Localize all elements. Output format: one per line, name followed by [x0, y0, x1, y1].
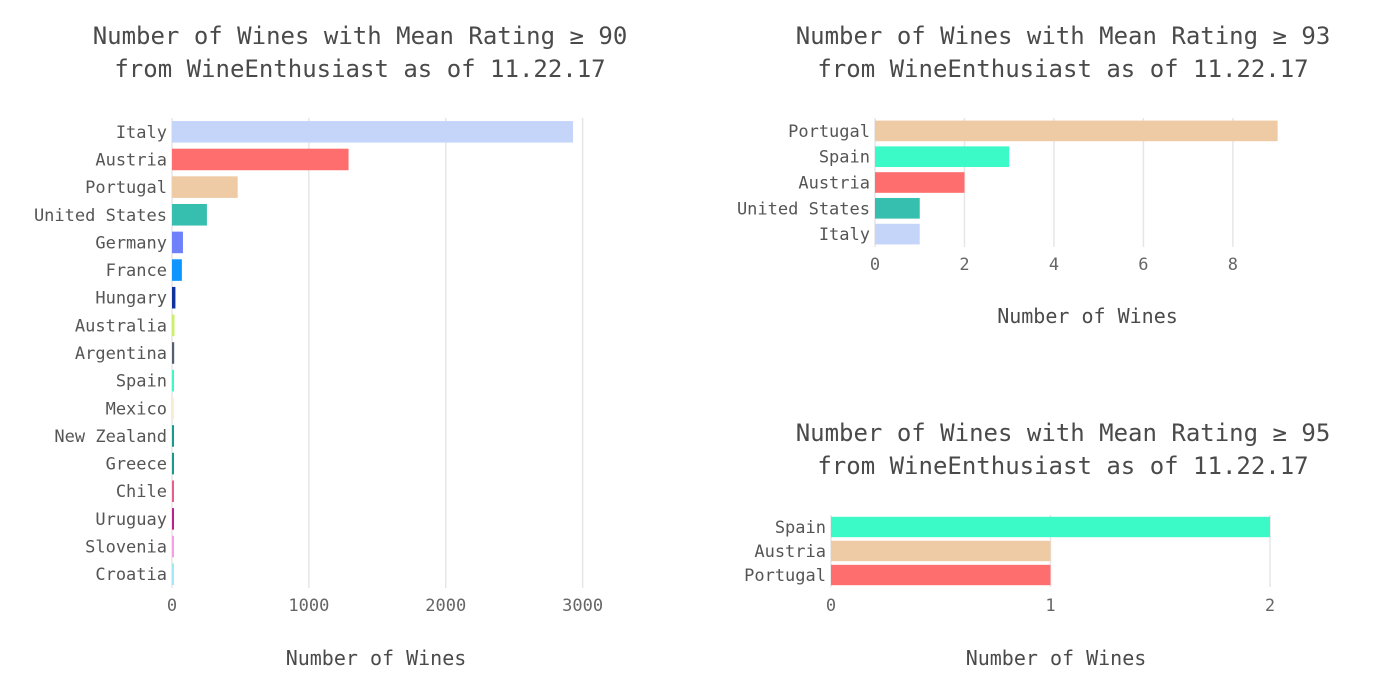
category-label-italy: Italy	[819, 225, 870, 245]
bar-portugal	[831, 564, 1051, 586]
category-label-portugal: Portugal	[85, 178, 167, 198]
x-axis-label: Number of Wines	[966, 646, 1147, 670]
bar-france	[172, 259, 182, 281]
bar-slovenia	[172, 535, 174, 558]
bar-uruguay	[172, 508, 174, 530]
x-axis-label: Number of Wines	[286, 646, 467, 670]
category-label-spain: Spain	[819, 148, 870, 168]
x-tick-label: 0	[870, 255, 880, 275]
category-label-germany: Germany	[95, 233, 167, 253]
category-label-australia: Australia	[75, 316, 167, 336]
category-label-spain: Spain	[116, 372, 167, 392]
bar-chile	[172, 480, 174, 503]
bar-united-states	[172, 203, 207, 226]
category-label-austria: Austria	[798, 174, 870, 194]
chart-title-line-2: from WineEnthusiast as of 11.22.17	[114, 55, 605, 83]
bar-united-states	[875, 197, 920, 219]
bar-spain	[875, 146, 1010, 168]
category-label-chile: Chile	[116, 482, 167, 502]
bar-argentina	[172, 342, 175, 364]
category-label-portugal: Portugal	[744, 566, 826, 586]
x-tick-label: 0	[826, 596, 836, 616]
category-label-greece: Greece	[106, 455, 167, 475]
x-tick-label: 8	[1228, 255, 1238, 275]
bar-italy	[875, 223, 920, 245]
category-label-spain: Spain	[775, 518, 826, 538]
bar-greece	[172, 452, 174, 475]
x-tick-label: 3000	[562, 596, 603, 616]
category-label-united-states: United States	[34, 206, 167, 226]
bar-croatia	[172, 563, 174, 585]
bar-australia	[172, 314, 175, 337]
x-tick-label: 1	[1045, 596, 1055, 616]
category-label-austria: Austria	[95, 150, 167, 170]
category-label-new-zealand: New Zealand	[54, 427, 167, 447]
category-label-hungary: Hungary	[95, 289, 167, 309]
chart-title-line-1: Number of Wines with Mean Rating ≥ 90	[93, 22, 628, 50]
bar-new-zealand	[172, 425, 174, 447]
chart-title-line-2: from WineEnthusiast as of 11.22.17	[817, 452, 1308, 480]
bar-portugal	[875, 120, 1278, 142]
chart-rating-93: Number of Wines with Mean Rating ≥ 93 fro…	[737, 22, 1330, 328]
bar-portugal	[172, 176, 238, 198]
chart-rating-90: Number of Wines with Mean Rating ≥ 90 fro…	[34, 22, 627, 670]
x-tick-label: 2000	[425, 596, 466, 616]
bar-austria	[875, 172, 965, 193]
x-tick-label: 1000	[288, 596, 329, 616]
category-label-slovenia: Slovenia	[85, 538, 167, 558]
category-label-mexico: Mexico	[106, 399, 167, 419]
category-label-uruguay: Uruguay	[95, 510, 167, 530]
bar-austria	[831, 540, 1051, 562]
bar-spain	[172, 369, 174, 392]
category-label-united-states: United States	[737, 199, 870, 219]
category-label-portugal: Portugal	[788, 122, 870, 142]
bar-spain	[831, 516, 1271, 538]
category-label-austria: Austria	[754, 542, 826, 562]
x-tick-label: 4	[1049, 255, 1059, 275]
bar-germany	[172, 231, 183, 254]
chart-title-line-1: Number of Wines with Mean Rating ≥ 95	[796, 419, 1331, 447]
bar-mexico	[172, 397, 174, 420]
chart-title-line-1: Number of Wines with Mean Rating ≥ 93	[796, 22, 1331, 50]
chart-rating-95: Number of Wines with Mean Rating ≥ 95 fro…	[744, 419, 1330, 670]
x-tick-label: 6	[1138, 255, 1148, 275]
chart-title-line-2: from WineEnthusiast as of 11.22.17	[817, 55, 1308, 83]
x-tick-label: 2	[1265, 596, 1275, 616]
bar-italy	[172, 121, 574, 143]
category-label-france: France	[106, 261, 167, 281]
category-label-argentina: Argentina	[75, 344, 167, 364]
x-tick-label: 0	[167, 596, 177, 616]
x-tick-label: 2	[959, 255, 969, 275]
bar-austria	[172, 148, 349, 171]
bar-hungary	[172, 286, 176, 309]
category-label-croatia: Croatia	[95, 565, 167, 585]
x-axis-label: Number of Wines	[997, 304, 1178, 328]
category-label-italy: Italy	[116, 123, 167, 143]
